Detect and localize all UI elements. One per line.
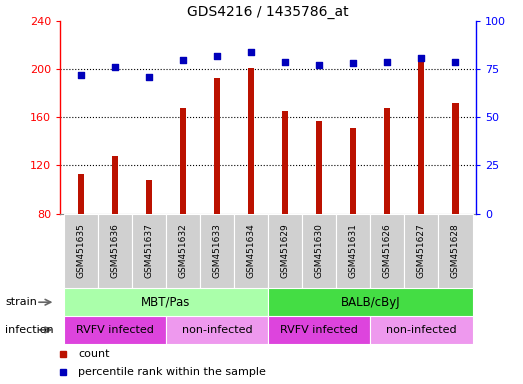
Text: GSM451633: GSM451633 <box>212 223 221 278</box>
Point <box>247 49 255 55</box>
Bar <box>77 174 84 214</box>
Bar <box>166 214 200 288</box>
Bar <box>166 316 268 344</box>
Bar <box>316 121 322 214</box>
Bar <box>404 214 438 288</box>
Text: GSM451635: GSM451635 <box>76 223 85 278</box>
Text: GSM451637: GSM451637 <box>144 223 153 278</box>
Text: GSM451627: GSM451627 <box>417 223 426 278</box>
Text: GSM451630: GSM451630 <box>315 223 324 278</box>
Bar <box>452 103 459 214</box>
Text: GSM451629: GSM451629 <box>280 223 290 278</box>
Point <box>213 53 221 59</box>
Text: GSM451632: GSM451632 <box>178 223 187 278</box>
Bar <box>248 68 254 214</box>
Bar <box>268 214 302 288</box>
Bar <box>200 214 234 288</box>
Bar <box>282 111 288 214</box>
Text: percentile rank within the sample: percentile rank within the sample <box>78 367 266 377</box>
Text: RVFV infected: RVFV infected <box>76 325 154 335</box>
Bar <box>370 214 404 288</box>
Bar <box>268 288 472 316</box>
Bar <box>111 156 118 214</box>
Point <box>315 62 323 68</box>
Bar <box>384 108 390 214</box>
Text: BALB/cByJ: BALB/cByJ <box>340 296 400 309</box>
Point <box>451 58 460 65</box>
Point <box>179 56 187 63</box>
Bar <box>132 214 166 288</box>
Point <box>76 72 85 78</box>
Bar <box>64 214 98 288</box>
Text: GSM451636: GSM451636 <box>110 223 119 278</box>
Bar <box>64 288 268 316</box>
Text: GSM451631: GSM451631 <box>349 223 358 278</box>
Text: RVFV infected: RVFV infected <box>280 325 358 335</box>
Bar <box>98 214 132 288</box>
Bar <box>180 108 186 214</box>
Point <box>383 58 392 65</box>
Bar <box>146 180 152 214</box>
Text: infection: infection <box>5 325 54 335</box>
Bar <box>268 316 370 344</box>
Bar <box>350 128 356 214</box>
Text: non-infected: non-infected <box>386 325 457 335</box>
Bar <box>302 214 336 288</box>
Text: GSM451634: GSM451634 <box>246 223 256 278</box>
Text: MBT/Pas: MBT/Pas <box>141 296 190 309</box>
Bar <box>336 214 370 288</box>
Point <box>110 64 119 70</box>
Bar <box>438 214 472 288</box>
Point <box>144 74 153 80</box>
Point <box>281 58 289 65</box>
Text: strain: strain <box>5 297 37 307</box>
Text: non-infected: non-infected <box>181 325 252 335</box>
Bar <box>370 316 472 344</box>
Title: GDS4216 / 1435786_at: GDS4216 / 1435786_at <box>187 5 349 19</box>
Text: GSM451628: GSM451628 <box>451 223 460 278</box>
Bar <box>234 214 268 288</box>
Text: GSM451626: GSM451626 <box>383 223 392 278</box>
Bar <box>418 60 425 214</box>
Point <box>349 60 357 66</box>
Point <box>417 55 426 61</box>
Text: count: count <box>78 349 110 359</box>
Bar <box>214 78 220 214</box>
Bar <box>64 316 166 344</box>
